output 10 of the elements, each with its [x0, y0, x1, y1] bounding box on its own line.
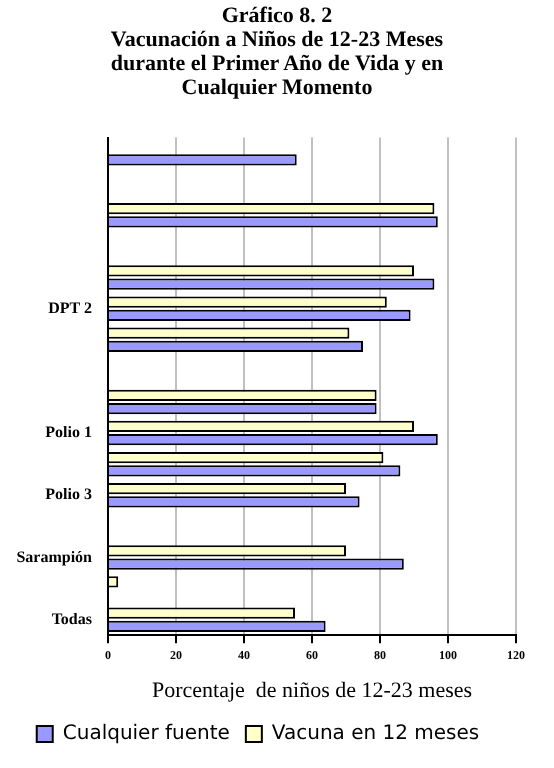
chart-title: Gráfico 8. 2	[219, 4, 335, 28]
y-tick-label: Sarampión	[16, 547, 94, 566]
x-axis-title: Porcentaje de niños de 12-23 meses	[151, 678, 473, 703]
legend-label: Cualquier fuente	[62, 723, 230, 746]
legend-label: Vacuna en 12 meses	[271, 723, 480, 746]
y-tick-label: Todas	[51, 609, 92, 628]
chart-subtitle: Vacunación a Niños de 12-23 Meses durante el Primer Año de Vida y en Cualquier Momento	[108, 28, 446, 100]
y-tick-label: Polio 3	[45, 485, 92, 504]
y-tick-label: Polio 1	[45, 423, 92, 442]
y-tick-label: DPT 2	[48, 298, 92, 317]
